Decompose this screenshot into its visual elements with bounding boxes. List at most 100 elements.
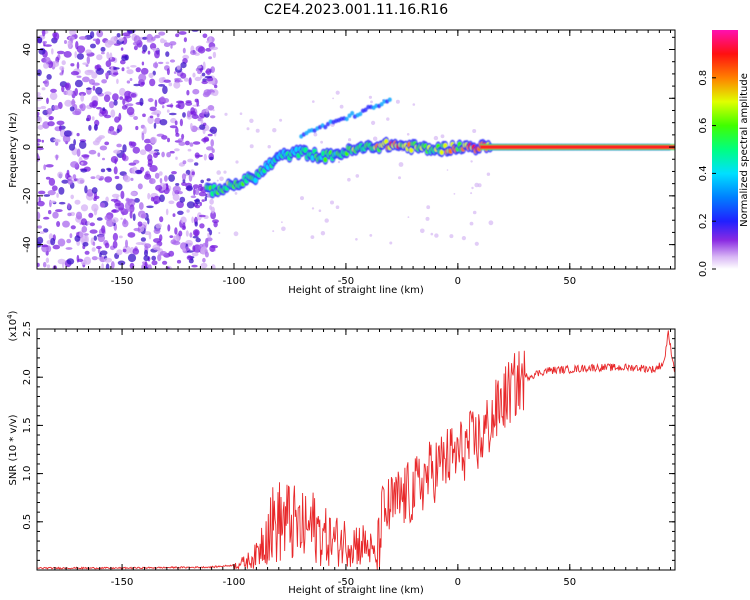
noise-speckle — [67, 212, 72, 217]
noise-speckle — [102, 107, 106, 111]
noise-speckle — [186, 255, 193, 261]
noise-speckle — [488, 220, 494, 226]
noise-speckle — [174, 227, 178, 235]
noise-speckle — [37, 37, 43, 44]
noise-speckle — [169, 150, 175, 154]
noise-speckle — [37, 153, 40, 162]
noise-speckle — [224, 112, 228, 116]
noise-speckle — [135, 169, 143, 174]
noise-speckle — [312, 100, 315, 103]
noise-speckle — [142, 113, 146, 118]
noise-speckle — [125, 201, 131, 210]
noise-speckle — [216, 170, 221, 175]
noise-speckle — [151, 260, 158, 266]
noise-speckle — [113, 149, 122, 154]
noise-speckle — [80, 204, 89, 212]
noise-speckle — [149, 165, 158, 172]
noise-speckle — [92, 85, 96, 91]
noise-speckle — [190, 107, 195, 115]
noise-speckle — [43, 194, 51, 197]
noise-speckle — [146, 40, 154, 43]
noise-speckle — [194, 221, 198, 227]
noise-speckle — [279, 118, 283, 122]
figure-title: C2E4.2023.001.11.16.R16 — [263, 2, 449, 18]
noise-speckle — [172, 193, 180, 201]
noise-speckle — [143, 126, 147, 135]
noise-speckle — [151, 111, 158, 115]
noise-speckle — [208, 56, 213, 60]
noise-speckle — [97, 152, 101, 157]
noise-speckle — [395, 99, 400, 104]
noise-speckle — [472, 210, 477, 215]
noise-speckle — [192, 245, 196, 253]
noise-speckle — [50, 88, 57, 93]
noise-speckle — [44, 79, 50, 87]
noise-speckle — [105, 196, 109, 203]
noise-speckle — [92, 100, 99, 107]
noise-speckle — [205, 107, 209, 113]
noise-speckle — [181, 182, 187, 186]
noise-speckle — [41, 139, 44, 143]
colorbar: 0.0 0.2 0.4 0.6 0.8 Normalized spectral ampl… — [698, 30, 750, 277]
noise-speckle — [179, 118, 183, 127]
noise-speckle — [96, 217, 103, 221]
noise-speckle — [127, 30, 136, 34]
noise-speckle — [126, 103, 134, 107]
noise-speckle — [166, 68, 170, 76]
noise-speckle — [66, 238, 72, 244]
noise-speckle — [121, 105, 128, 110]
noise-speckle — [132, 213, 136, 221]
noise-speckle — [178, 141, 186, 146]
noise-speckle — [206, 146, 214, 151]
noise-speckle — [209, 126, 218, 134]
noise-speckle — [64, 40, 67, 44]
colorbar-tick-label: 0.4 — [698, 165, 709, 181]
noise-speckle — [133, 116, 139, 120]
noise-speckle — [168, 200, 175, 205]
noise-speckle — [373, 136, 378, 141]
noise-speckle — [73, 139, 76, 146]
noise-speckle — [197, 65, 202, 69]
noise-speckle — [99, 175, 105, 181]
noise-speckle — [207, 227, 211, 232]
signal-band-ridge — [344, 116, 349, 122]
noise-speckle — [195, 154, 204, 158]
noise-speckle — [477, 183, 482, 188]
noise-speckle — [83, 256, 92, 265]
noise-speckle — [90, 176, 96, 180]
noise-speckle — [191, 114, 199, 120]
noise-speckle — [209, 205, 213, 210]
noise-speckle — [76, 132, 80, 137]
noise-speckle — [235, 160, 239, 164]
noise-speckle — [158, 77, 165, 84]
noise-speckle — [86, 114, 92, 122]
noise-speckle — [48, 210, 52, 215]
noise-speckle — [206, 178, 211, 182]
noise-speckle — [93, 124, 98, 131]
noise-speckle — [146, 205, 154, 209]
noise-speckle — [92, 140, 100, 146]
noise-speckle — [128, 162, 137, 166]
spectrogram-panel: -150 -100 -50 0 50 -40 -20 0 20 40 Height of stra… — [8, 29, 676, 296]
noise-speckle — [115, 183, 123, 191]
noise-speckle — [122, 144, 127, 153]
noise-speckle — [63, 51, 72, 58]
noise-speckle — [147, 98, 154, 103]
noise-speckle — [471, 186, 474, 190]
noise-speckle — [129, 210, 133, 219]
noise-speckle — [95, 174, 101, 180]
noise-speckle — [56, 50, 65, 55]
noise-speckle — [182, 248, 187, 252]
noise-speckle — [89, 229, 98, 234]
noise-speckle — [59, 72, 64, 76]
noise-speckle — [120, 190, 125, 200]
noise-speckle — [71, 98, 76, 107]
noise-speckle — [105, 72, 110, 77]
noise-speckle — [212, 219, 219, 224]
noise-speckle — [147, 50, 151, 55]
noise-speckle — [76, 177, 85, 185]
noise-speckle — [192, 104, 201, 107]
noise-speckle — [204, 240, 209, 248]
noise-speckle — [146, 33, 154, 43]
noise-speckle — [186, 201, 195, 209]
